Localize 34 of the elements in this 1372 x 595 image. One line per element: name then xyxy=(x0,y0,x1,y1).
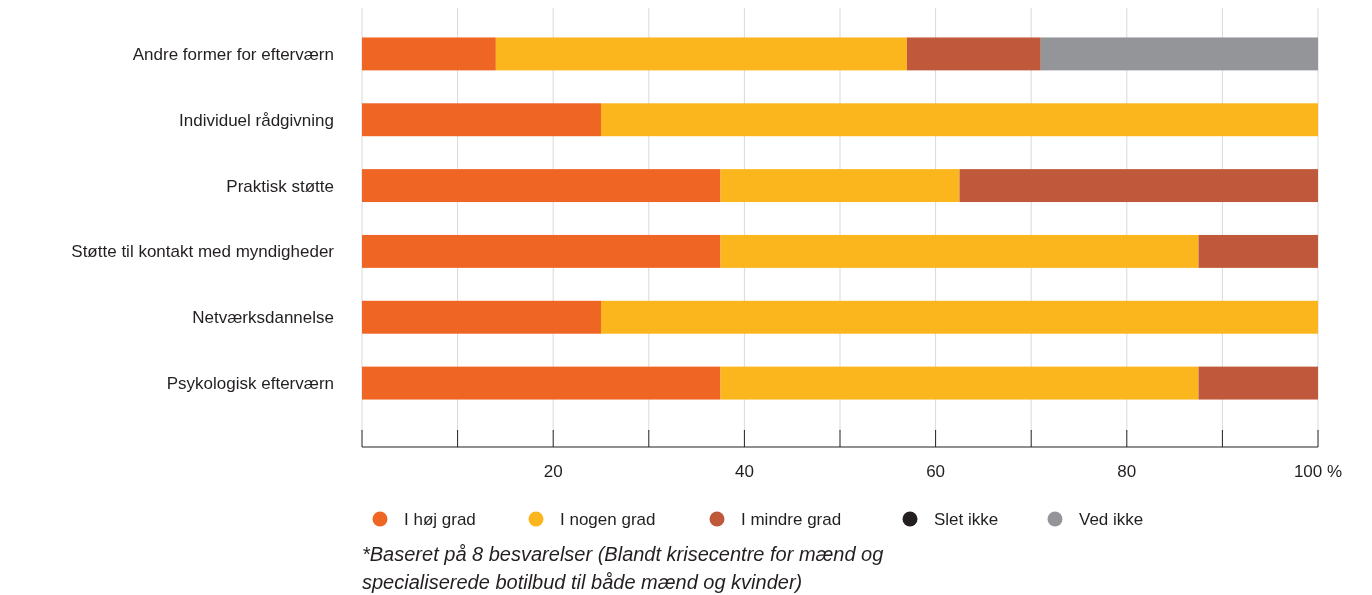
bar xyxy=(362,234,721,268)
y-tick-label: Netværksdannelse xyxy=(192,308,334,328)
text: *Baseret på 8 besvarelser (Blandt krisecentre for mænd og specialiserede botilbud til både mænd og kvinder) xyxy=(362,543,884,593)
bar xyxy=(362,37,496,71)
bar xyxy=(1198,234,1318,268)
bar xyxy=(362,103,601,137)
y-tick-label: Psykologisk efterværn xyxy=(166,374,334,394)
x-tick-label: 100 % xyxy=(1293,462,1343,481)
bar xyxy=(720,366,1199,400)
x-tick-label: 40 xyxy=(734,462,754,481)
y-tick-label: Individuel rådgivning xyxy=(179,110,334,130)
legend-label: I høj grad xyxy=(404,510,476,529)
bar xyxy=(959,169,1318,203)
legend-label: I nogen grad xyxy=(560,510,656,529)
bar xyxy=(601,300,1318,334)
bar xyxy=(495,37,907,71)
bar xyxy=(362,300,601,334)
bar xyxy=(601,103,1318,137)
bar xyxy=(362,169,721,203)
y-tick-label: Praktisk støtte xyxy=(226,176,334,196)
bar xyxy=(906,37,1041,71)
bar xyxy=(362,366,721,400)
bar xyxy=(720,234,1199,268)
bar xyxy=(1040,37,1318,71)
bar xyxy=(1198,366,1318,400)
y-tick-label: Andre former for efterværn xyxy=(132,44,334,64)
x-tick-label: 20 xyxy=(543,462,563,481)
legend-label: Ved ikke xyxy=(1079,510,1144,529)
x-tick-label: 80 xyxy=(1117,462,1137,481)
y-tick-label: Støtte til kontakt med myndigheder xyxy=(71,242,335,262)
bar xyxy=(720,169,960,203)
x-tick-label: 60 xyxy=(926,462,946,481)
legend-label: I mindre grad xyxy=(741,510,842,529)
legend-label: Slet ikke xyxy=(934,510,999,529)
